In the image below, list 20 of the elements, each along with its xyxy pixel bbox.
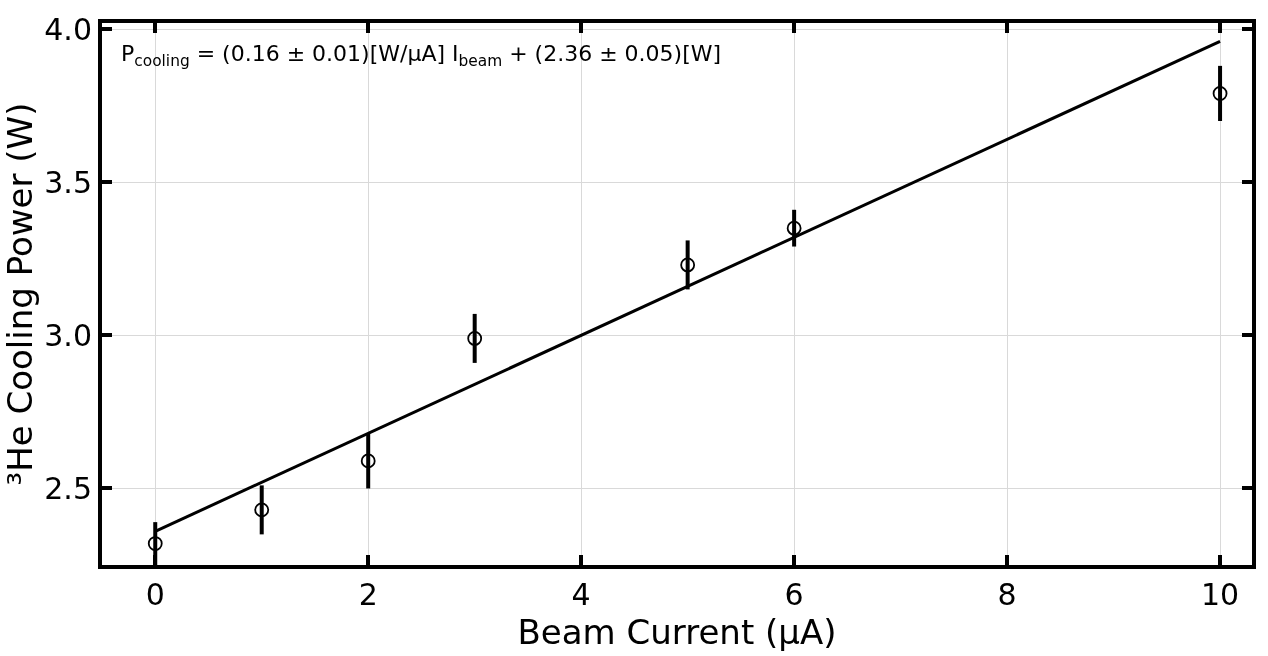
annotation: P$_{cooling}$ = (0.16 ± 0.01)[W/μA] I$_{beam}$ + (2.36 ± 0.05)[W] [121,41,722,70]
point [254,502,270,518]
y-tick-label: 3.5 [44,164,92,200]
x-tick-label: 2 [358,577,378,612]
point [1212,86,1228,101]
x-axis-title: Beam Current (μA) [517,612,837,652]
x-tick-label: 4 [571,577,591,612]
y-tick-label: 2.5 [44,470,92,506]
x-tick-label: 6 [784,577,804,612]
point [360,453,376,469]
y-tick-label: 3.0 [44,317,92,353]
x-tick-label: 8 [997,577,1017,612]
point [680,257,696,273]
x-tick-label: 10 [1200,577,1240,612]
y-tick-label: 4.0 [44,11,92,47]
point [786,220,802,236]
x-tick-label: 0 [145,577,165,612]
point [467,331,483,346]
y-axis-title: ³He Cooling Power (W) [0,102,40,486]
point [147,536,163,551]
